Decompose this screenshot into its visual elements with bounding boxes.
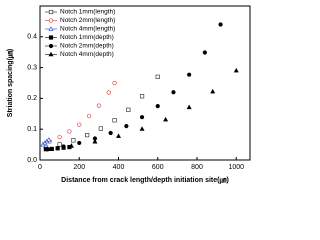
- legend-marker: [48, 35, 54, 40]
- x-tick-label: 800: [191, 164, 203, 171]
- data-point: [233, 67, 239, 73]
- data-point: [202, 50, 207, 55]
- legend-marker: [48, 43, 54, 49]
- data-point: [218, 22, 223, 27]
- data-point: [155, 74, 160, 79]
- data-point: [163, 116, 169, 122]
- legend-label: Notch 2mm(length): [60, 17, 115, 24]
- legend-label: Notch 1mm(depth): [60, 34, 114, 41]
- legend-label: Notch 2mm(depth): [60, 43, 114, 50]
- data-point: [155, 103, 160, 109]
- data-point: [210, 88, 216, 94]
- x-tick-label: 600: [152, 164, 164, 171]
- data-point: [71, 138, 76, 143]
- y-tick-label: 0.1: [27, 126, 37, 133]
- y-tick-label: 0.4: [27, 34, 37, 41]
- x-tick-label: 0: [38, 164, 42, 171]
- data-point: [55, 146, 60, 151]
- y-tick-label: 0.3: [27, 64, 37, 71]
- data-point: [106, 90, 111, 95]
- y-tick-label: 0.2: [27, 95, 37, 102]
- y-axis-label: Striation spacing(㎛): [7, 49, 15, 117]
- data-point: [57, 134, 62, 140]
- data-point: [85, 133, 90, 138]
- data-point: [139, 115, 145, 120]
- data-point: [126, 107, 131, 112]
- legend-marker: [48, 51, 54, 57]
- legend-marker: [48, 9, 54, 15]
- data-point: [139, 94, 145, 99]
- plot-frame: [39, 5, 251, 161]
- data-point: [116, 133, 121, 138]
- x-tick-label: 200: [73, 164, 85, 171]
- legend-label: Notch 4mm(length): [60, 26, 115, 33]
- data-point: [139, 126, 145, 131]
- data-point: [186, 104, 192, 110]
- data-point: [77, 122, 82, 127]
- data-point: [49, 146, 54, 152]
- data-point: [67, 129, 72, 134]
- data-point: [46, 137, 52, 142]
- x-tick-label: 400: [113, 164, 125, 171]
- data-point: [171, 90, 176, 95]
- data-point: [86, 114, 92, 119]
- data-point: [68, 143, 74, 148]
- data-point: [77, 140, 82, 146]
- data-point: [124, 124, 129, 129]
- x-tick-label: 1000: [228, 164, 244, 171]
- legend-label: Notch 1mm(length): [60, 9, 115, 16]
- data-point: [112, 80, 117, 86]
- legend-marker: [48, 26, 54, 31]
- data-point: [92, 138, 98, 144]
- data-point: [96, 103, 101, 108]
- legend-label: Notch 4mm(depth): [60, 51, 114, 58]
- x-axis-label: Distance from crack length/depth initiat…: [61, 177, 229, 185]
- data-point: [98, 126, 103, 131]
- data-point: [57, 142, 62, 147]
- data-point: [108, 130, 113, 136]
- data-point: [112, 118, 117, 123]
- chart: Distance from crack length/depth initiat…: [7, 5, 251, 185]
- data-point: [61, 144, 66, 149]
- legend-marker: [48, 18, 54, 23]
- data-point: [187, 72, 192, 77]
- y-tick-label: 0.0: [27, 157, 37, 164]
- data-point: [45, 146, 51, 151]
